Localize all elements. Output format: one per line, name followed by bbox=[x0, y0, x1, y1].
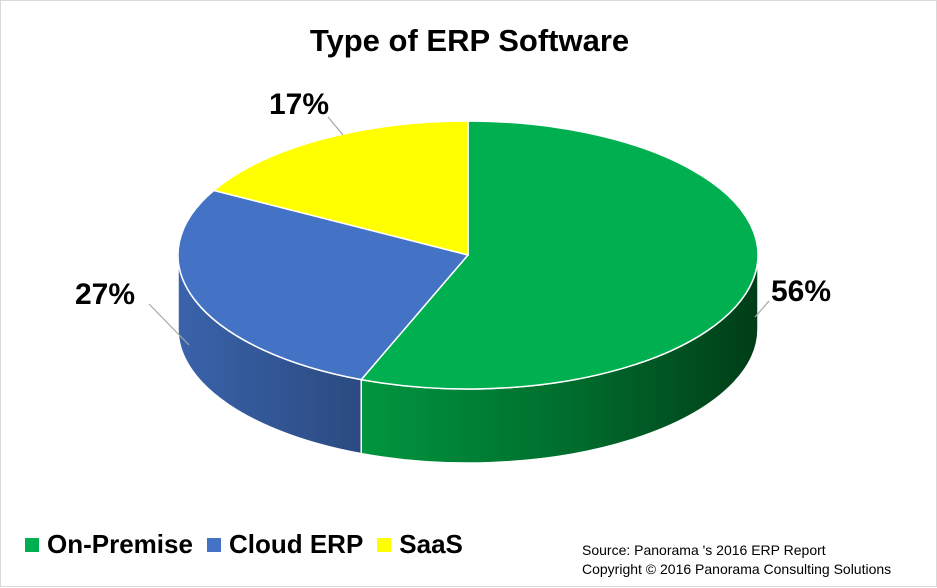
data-labels: 56% 27% 17% bbox=[75, 88, 831, 311]
data-label-saas: 17% bbox=[269, 88, 329, 121]
pie-slice-cloud-erp bbox=[177, 189, 470, 381]
legend-label-saas: SaaS bbox=[399, 529, 463, 559]
source-note: Source: Panorama 's 2016 ERP Report Copy… bbox=[582, 541, 891, 579]
legend: On-Premise Cloud ERP SaaS bbox=[25, 529, 477, 560]
source-line: Source: Panorama 's 2016 ERP Report bbox=[582, 542, 826, 558]
leader-line-saas bbox=[327, 116, 344, 136]
legend-swatch-cloud-erp bbox=[206, 537, 221, 552]
legend-swatch-saas bbox=[377, 537, 392, 552]
data-label-on-premise: 56% bbox=[771, 275, 831, 308]
data-label-cloud-erp: 27% bbox=[75, 278, 135, 311]
leader-line-cloud-erp bbox=[148, 303, 190, 346]
legend-swatch-on-premise bbox=[25, 537, 39, 552]
legend-item-saas: SaaS bbox=[377, 529, 463, 560]
legend-item-on-premise: On-Premise bbox=[25, 529, 193, 560]
pie-tops bbox=[177, 120, 759, 390]
chart-title: Type of ERP Software bbox=[309, 23, 630, 58]
leader-line-on-premise bbox=[754, 300, 770, 318]
pie-slice-saas bbox=[212, 120, 469, 256]
copyright-line: Copyright © 2016 Panorama Consulting Sol… bbox=[582, 561, 892, 577]
legend-label-on-premise: On-Premise bbox=[47, 529, 193, 559]
legend-item-cloud-erp: Cloud ERP bbox=[206, 529, 364, 560]
leader-lines bbox=[148, 116, 770, 346]
pie-slice-on-premise bbox=[359, 120, 759, 390]
legend-label-cloud-erp: Cloud ERP bbox=[228, 529, 364, 559]
